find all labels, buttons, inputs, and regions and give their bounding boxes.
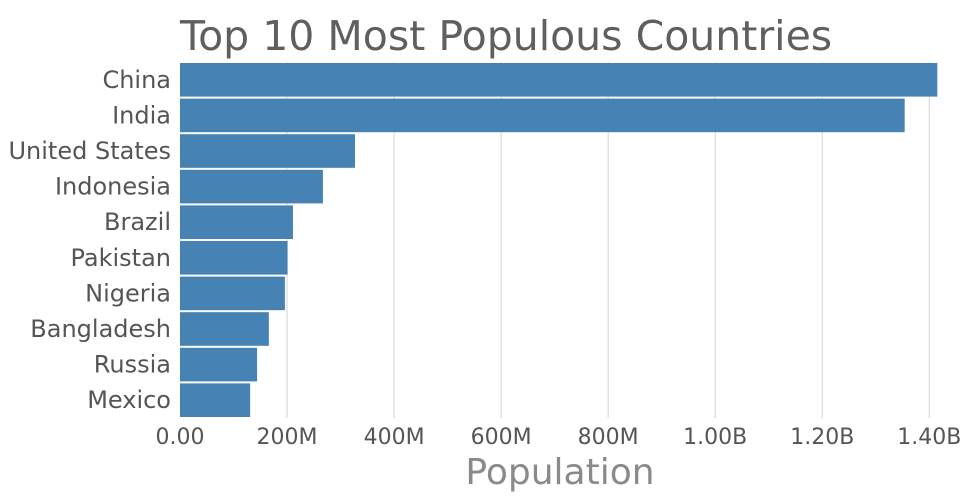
x-tick-label: 1.40B xyxy=(897,425,960,450)
bar xyxy=(180,205,293,239)
x-tick-label: 0.00 xyxy=(156,425,205,450)
bar xyxy=(180,383,251,417)
y-tick-label: Nigeria xyxy=(85,279,171,307)
bar xyxy=(180,134,356,168)
bar xyxy=(180,312,269,346)
x-tick-label: 1.00B xyxy=(683,425,747,450)
bar xyxy=(180,241,288,275)
x-tick-label: 400M xyxy=(364,425,425,450)
y-tick-labels: China India United States Indonesia Brazil Pa… xyxy=(8,66,171,414)
x-tick-label: 800M xyxy=(578,425,639,450)
bar xyxy=(180,98,905,133)
bar xyxy=(180,63,938,97)
bar xyxy=(180,347,258,382)
y-tick-label: Russia xyxy=(94,351,171,379)
y-tick-label: China xyxy=(102,66,171,94)
x-tick-label: 1.20B xyxy=(790,425,854,450)
y-tick-label: India xyxy=(112,101,171,129)
y-tick-label: Mexico xyxy=(87,386,171,414)
x-tick-label: 200M xyxy=(257,425,318,450)
x-tick-labels: 0.00 200M 400M 600M 800M 1.00B 1.20B 1.40B xyxy=(156,425,960,450)
x-axis-label: Population xyxy=(465,452,654,493)
x-tick-label: 600M xyxy=(471,425,532,450)
bars xyxy=(180,63,938,417)
y-tick-label: Pakistan xyxy=(71,244,172,272)
bar xyxy=(180,169,323,204)
chart-title: Top 10 Most Populous Countries xyxy=(179,12,832,60)
y-tick-label: United States xyxy=(8,137,171,165)
y-tick-label: Indonesia xyxy=(55,173,171,201)
y-tick-label: Brazil xyxy=(104,208,171,236)
y-tick-label: Bangladesh xyxy=(30,315,171,343)
bar xyxy=(180,276,285,311)
